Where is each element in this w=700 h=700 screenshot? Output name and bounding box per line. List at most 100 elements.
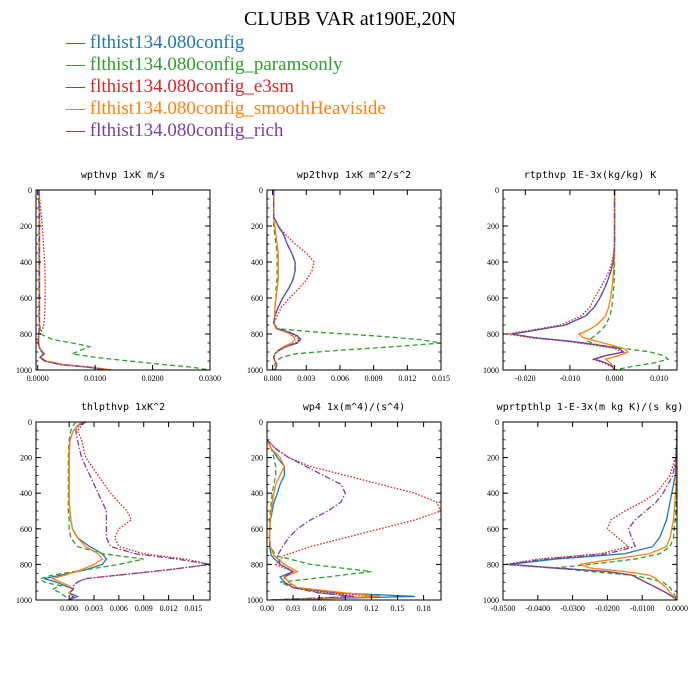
x-tick-label: 0.009: [135, 604, 153, 613]
series-line-4: [50, 422, 104, 600]
plot-frame: [35, 189, 211, 371]
x-tick-label: 0.0000: [27, 374, 49, 383]
y-tick-label: 400: [251, 489, 263, 498]
panel-3: 0 200 400 600 800 1000 -0.020 -0.010 0.000 0.010 r…: [483, 170, 678, 383]
legend-entry-paramsonly: — flthist134.080config_paramsonly: [66, 54, 386, 76]
x-tick-label: 0.000: [606, 374, 624, 383]
y-tick-label: 0: [495, 418, 499, 427]
series-line-1: [44, 422, 108, 600]
x-tick-label: 0.010: [650, 374, 668, 383]
y-tick-label: 1000: [247, 366, 263, 375]
y-tick-label: 200: [251, 454, 263, 463]
y-tick-label: 800: [20, 330, 32, 339]
x-tick-label: 0.006: [110, 604, 128, 613]
x-tick-label: 0.12: [364, 604, 378, 613]
series-line-2: [273, 190, 441, 370]
series-line-1: [511, 190, 625, 370]
series-line-3: [267, 439, 441, 600]
y-tick-label: 0: [28, 418, 32, 427]
legend-line-icon: —: [66, 76, 90, 97]
x-tick-label: 0.0300: [199, 374, 221, 383]
y-tick-label: 0: [259, 186, 263, 195]
y-tick-label: 200: [487, 222, 499, 231]
x-tick-label: 0.012: [398, 374, 416, 383]
series-line-1: [509, 422, 677, 600]
legend-label: flthist134.080config_e3sm: [89, 76, 294, 97]
panel-title: wprtpthlp 1-E-3x(m kg K)/(s kg): [497, 402, 684, 413]
panel-title: wpthvp 1xK m/s: [81, 170, 165, 181]
x-tick-label: 0.0100: [84, 374, 106, 383]
legend-line-icon: —: [66, 120, 90, 141]
x-tick-label: 0.18: [417, 604, 431, 613]
legend-line-icon: —: [66, 54, 90, 75]
x-tick-label: 0.009: [365, 374, 383, 383]
x-tick-label: 0.0000: [666, 604, 688, 613]
plot-frame: [502, 421, 678, 601]
series-line-5: [68, 422, 210, 600]
y-tick-label: 800: [251, 560, 263, 569]
y-tick-label: 0: [259, 418, 263, 427]
series-line-2: [586, 190, 670, 370]
y-tick-label: 1000: [247, 596, 263, 605]
y-tick-label: 1000: [16, 366, 32, 375]
plot-frame: [35, 421, 211, 601]
y-tick-label: 800: [487, 560, 499, 569]
series-line-2: [555, 422, 677, 600]
series-line-5: [267, 439, 355, 600]
y-tick-label: 400: [487, 258, 499, 267]
panel-4: 0 200 400 600 800 1000 0.000 0.003 0.006 0.009 0.0…: [16, 402, 211, 613]
x-tick-label: -0.0400: [525, 604, 550, 613]
series-line-5: [37, 190, 107, 370]
legend-entry-e3sm: — flthist134.080config_e3sm: [66, 76, 386, 98]
series-line-5: [506, 422, 677, 600]
y-tick-label: 800: [251, 330, 263, 339]
legend-entry-rich: — flthist134.080config_rich: [66, 120, 386, 142]
y-tick-label: 1000: [483, 366, 499, 375]
x-tick-label: -0.0100: [630, 604, 655, 613]
series-line-2: [267, 439, 372, 600]
series-line-4: [579, 422, 677, 600]
y-tick-label: 1000: [483, 596, 499, 605]
y-tick-label: 200: [251, 222, 263, 231]
y-tick-label: 600: [251, 294, 263, 303]
y-tick-label: 400: [487, 489, 499, 498]
x-tick-label: -0.0500: [491, 604, 516, 613]
x-tick-label: 0.000: [60, 604, 78, 613]
x-tick-label: 0.03: [286, 604, 300, 613]
legend-entry-config: — flthist134.080config: [66, 32, 386, 54]
legend-entry-smoothheaviside: — flthist134.080config_smoothHeaviside: [66, 98, 386, 120]
x-tick-label: 0.003: [85, 604, 103, 613]
figure-title: CLUBB VAR at190E,20N: [243, 8, 457, 30]
x-tick-label: 0.15: [391, 604, 405, 613]
series-line-2: [38, 422, 144, 600]
x-tick-label: 0.06: [312, 604, 326, 613]
x-tick-label: 0.000: [264, 374, 282, 383]
y-tick-label: 400: [251, 258, 263, 267]
panel-title: wp4 1x(m^4)/(s^4): [303, 402, 405, 413]
x-tick-label: 0.09: [338, 604, 352, 613]
x-tick-label: 0.00: [260, 604, 274, 613]
panel-title: thlpthvp 1xK^2: [81, 402, 165, 413]
series-line-2: [37, 190, 210, 370]
series-line-3: [273, 190, 315, 370]
legend-label: flthist134.080config_rich: [89, 120, 284, 141]
y-tick-label: 200: [20, 454, 32, 463]
x-tick-label: -0.010: [560, 374, 581, 383]
y-tick-label: 600: [251, 525, 263, 534]
series-line-1: [267, 439, 415, 600]
series-line-3: [506, 422, 677, 600]
x-tick-label: -0.020: [515, 374, 536, 383]
y-tick-label: 200: [20, 222, 32, 231]
series-line-5: [511, 190, 625, 370]
series-line-3: [68, 422, 210, 600]
series-line-4: [267, 439, 381, 600]
legend-line-icon: —: [66, 32, 90, 53]
y-tick-label: 1000: [16, 596, 32, 605]
x-tick-label: 0.015: [184, 604, 202, 613]
y-tick-label: 0: [28, 186, 32, 195]
legend-label: flthist134.080config: [89, 32, 245, 53]
